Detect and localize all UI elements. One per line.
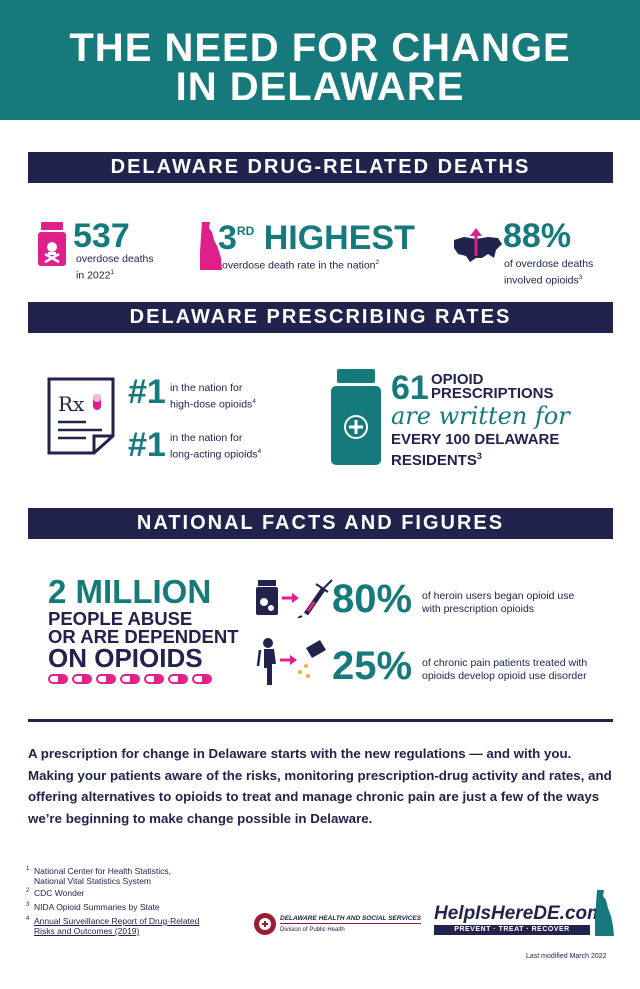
rank-long-acting-label-line1: in the nation for bbox=[170, 432, 243, 444]
death-rate-rank-suffix: RD bbox=[236, 224, 255, 238]
death-rate-label: overdose death rate in the nation2 bbox=[222, 259, 380, 272]
heroin-users-label-line1: of heroin users began opioid use bbox=[422, 590, 575, 602]
prescription-pad-shape bbox=[47, 377, 115, 455]
prescribing-heading: DELAWARE PRESCRIBING RATES bbox=[28, 302, 613, 333]
heroin-users-value: 80% bbox=[332, 577, 413, 621]
footnote-number: 2 bbox=[26, 888, 30, 894]
footnote-number: 4 bbox=[26, 916, 30, 922]
opioid-involved-label: of overdose deaths involved opioids3 bbox=[504, 258, 593, 288]
chronic-pain-label: of chronic pain patients treated with op… bbox=[422, 657, 587, 683]
footnote-number: 1 bbox=[26, 866, 30, 872]
pills-row bbox=[48, 674, 212, 684]
footnote-ref: 3 bbox=[476, 451, 482, 461]
rank-high-dose-value: #1 bbox=[128, 373, 166, 411]
page-title-line1: THE NEED FOR CHANGE bbox=[69, 26, 571, 70]
rank-long-acting-value: #1 bbox=[128, 426, 166, 464]
brand-tagline: PREVENT · TREAT · RECOVER bbox=[434, 925, 590, 935]
rank-high-dose-label: in the nation for high-dose opioids4 bbox=[170, 381, 256, 412]
page-title-line2: IN DELAWARE bbox=[175, 65, 465, 109]
overdose-deaths-label-line1: overdose deaths bbox=[76, 253, 154, 265]
capsule-icon bbox=[144, 674, 164, 684]
medicine-bottle-icon bbox=[331, 369, 381, 465]
rank-long-acting-label: in the nation for long-acting opioids4 bbox=[170, 431, 261, 462]
footnote-1: 1 National Center for Health Statistics,… bbox=[26, 866, 172, 886]
brand-delaware-icon bbox=[595, 890, 614, 936]
million-line1: 2 MILLION bbox=[48, 573, 212, 610]
dhss-name: DELAWARE HEALTH AND SOCIAL SERVICES bbox=[280, 915, 422, 924]
closing-paragraph: A prescription for change in Delaware st… bbox=[28, 746, 612, 826]
footnote-ref: 3 bbox=[578, 274, 583, 281]
capsule-icon bbox=[48, 674, 68, 684]
opioid-involved-label-line1: of overdose deaths bbox=[504, 258, 594, 270]
delaware-map-icon bbox=[200, 222, 222, 270]
heroin-users-label-line2: with prescription opioids bbox=[422, 603, 535, 615]
capsule-icon bbox=[168, 674, 188, 684]
prescriptions-word1: OPIOID bbox=[431, 371, 484, 388]
deaths-heading: DELAWARE DRUG-RELATED DEATHS bbox=[28, 152, 613, 183]
death-rate-rank-word: HIGHEST bbox=[263, 219, 415, 257]
death-rate-rank-number: 3 bbox=[218, 219, 237, 257]
opioid-involved-label-line2: involved opioids bbox=[504, 274, 579, 287]
footnote-4-link[interactable]: 4 Annual Surveillance Report of Drug-Rel… bbox=[26, 916, 200, 936]
overdose-deaths-label-line2: in 2022 bbox=[76, 269, 111, 282]
pill-bottle-icon bbox=[38, 222, 66, 266]
footnote-ref: 1 bbox=[110, 269, 114, 276]
capsule-icon bbox=[96, 674, 116, 684]
brand-site-name: HelpIsHereDE.com bbox=[434, 903, 605, 924]
heroin-users-label: of heroin users began opioid use with pr… bbox=[422, 590, 574, 616]
million-line3: OR ARE DEPENDENT bbox=[48, 626, 239, 647]
patient-to-pills-icon bbox=[256, 638, 326, 685]
prescriptions-value: 61 bbox=[391, 369, 429, 407]
prescriptions-line4: RESIDENTS3 bbox=[391, 451, 482, 469]
footnote-2: 2 CDC Wonder bbox=[26, 888, 85, 898]
section-divider bbox=[28, 719, 613, 722]
prescription-pad-icon: Rx bbox=[46, 376, 116, 456]
dhss-seal-icon bbox=[254, 913, 276, 935]
opioid-involved-value: 88% bbox=[503, 217, 572, 255]
capsule-icon bbox=[72, 674, 92, 684]
million-line4: ON OPIOIDS bbox=[48, 643, 203, 673]
rank-high-dose-label-line2: high-dose opioids bbox=[170, 398, 253, 411]
pills-to-syringe-icon bbox=[256, 579, 333, 618]
footnote-ref: 4 bbox=[257, 448, 262, 455]
us-map-arrow-icon bbox=[454, 228, 502, 262]
national-heading: NATIONAL FACTS AND FIGURES bbox=[28, 508, 613, 539]
rank-high-dose-label-line1: in the nation for bbox=[170, 382, 243, 394]
footnote-3: 3 NIDA Opioid Summaries by State bbox=[26, 902, 160, 912]
last-modified: Last modified March 2022 bbox=[526, 953, 607, 960]
prescriptions-line3: EVERY 100 DELAWARE bbox=[391, 431, 560, 448]
chronic-pain-value: 25% bbox=[332, 644, 413, 688]
dhss-division: Division of Public Health bbox=[280, 927, 345, 933]
footnote-number: 3 bbox=[26, 902, 30, 908]
chronic-pain-label-line2: opioids develop opioid use disorder bbox=[422, 670, 587, 682]
capsule-icon bbox=[120, 674, 140, 684]
footnote-ref: 4 bbox=[252, 398, 256, 405]
chronic-pain-label-line1: of chronic pain patients treated with bbox=[422, 657, 588, 669]
footnote-ref: 2 bbox=[375, 259, 380, 266]
overdose-deaths-value: 537 bbox=[73, 217, 130, 255]
rx-symbol: Rx bbox=[58, 392, 85, 416]
million-line2: PEOPLE ABUSE bbox=[48, 608, 193, 629]
page-header: THE NEED FOR CHANGE IN DELAWARE bbox=[0, 0, 640, 120]
overdose-deaths-label: overdose deaths in 20221 bbox=[76, 253, 154, 283]
capsule-icon bbox=[192, 674, 212, 684]
prescriptions-script: are written for bbox=[391, 402, 570, 430]
prescriptions-word2: PRESCRIPTIONS bbox=[431, 385, 554, 402]
rank-long-acting-label-line2: long-acting opioids bbox=[170, 448, 258, 461]
death-rate-rank: 3RD HIGHEST bbox=[218, 221, 415, 255]
